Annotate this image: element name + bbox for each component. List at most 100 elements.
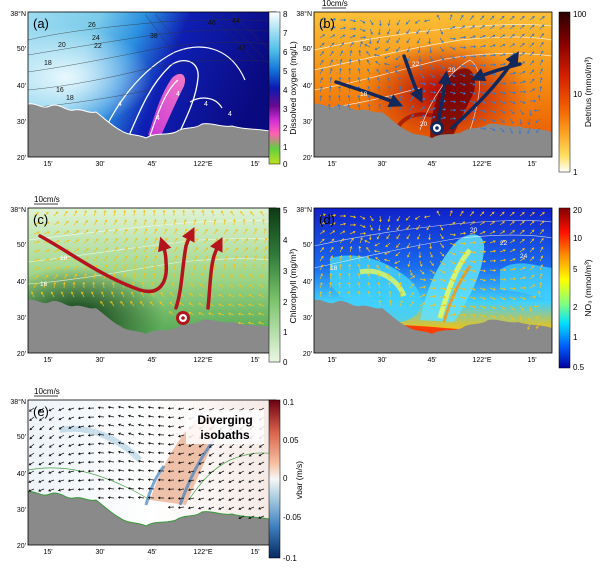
lon-tick: 45' <box>427 161 436 168</box>
isobath-label: 20 <box>58 42 66 49</box>
lon-tick: 45' <box>147 161 156 168</box>
lon-tick: 15' <box>327 161 336 168</box>
isobath-label: 20 <box>470 227 478 234</box>
isobath-label: 46 <box>208 20 216 27</box>
lat-tick: 38°N <box>296 10 312 18</box>
contour-label: 4 <box>228 111 232 118</box>
lat-tick: 50' <box>17 46 26 53</box>
isobath-label: 24 <box>92 35 100 42</box>
scale-label: 10cm/s <box>34 387 60 396</box>
colorbar-tick: 0 <box>283 160 288 169</box>
lat-tick: 40' <box>303 83 312 90</box>
lon-tick: 45' <box>147 549 156 556</box>
colorbar-tick: 5 <box>283 206 288 215</box>
lat-tick: 30' <box>17 119 26 126</box>
lon-tick: 15' <box>250 357 259 364</box>
lon-tick: 122°E <box>193 160 212 168</box>
panel-b-colorbar-label: Detritus (mmol/m³) <box>583 57 593 128</box>
panel-c-colorbar-label: Chlorophyll (mg/m³) <box>288 249 298 324</box>
annotation-line-1: Diverging <box>197 413 252 427</box>
isobath-label: 18 <box>330 265 338 272</box>
lon-tick: 45' <box>427 357 436 364</box>
panel-d-colorbar-label: NO₃ (mmol/m³) <box>583 259 593 316</box>
lon-tick: 15' <box>250 161 259 168</box>
colorbar-tick: 20 <box>573 206 582 215</box>
colorbar-tick: 1 <box>283 143 288 152</box>
lon-tick: 30' <box>377 161 386 168</box>
isobath-label: 18 <box>44 60 52 67</box>
lat-tick: 50' <box>303 242 312 249</box>
isobath-label: 16 <box>56 87 64 94</box>
panel-e-map: Diverging isobaths <box>28 400 276 545</box>
panel-e-scale: 10cm/s <box>34 387 60 396</box>
lat-tick: 50' <box>17 434 26 441</box>
panel-d-label: (d) <box>319 212 335 227</box>
colorbar-tick: 5 <box>573 265 578 274</box>
panel-a-colorbar-label: Dissolved oxygen (mg/L) <box>288 41 298 135</box>
panel-a-colorbar: 8 7 6 5 4 3 2 1 0 Dissolved oxygen (mg/L… <box>269 10 298 169</box>
lon-tick: 122°E <box>472 160 491 168</box>
lat-tick: 20' <box>303 155 312 162</box>
isobath-label: 18 <box>66 95 74 102</box>
panel-e-colorbar-label: vbar (m/s) <box>294 461 304 499</box>
lon-tick: 30' <box>95 357 104 364</box>
panel-b-colorbar: 100 10 1 Detritus (mmol/m³) <box>559 10 593 177</box>
panel-d-colorbar: 20 10 5 2 1 0.5 NO₃ (mmol/m³) <box>559 206 593 372</box>
lon-tick: 122°E <box>472 356 491 364</box>
isobath-label: 38 <box>150 33 158 40</box>
panel-c-chlorophyll: 18 16 10cm/s 38°N 50' 40' 30' 20' 15' 30… <box>10 195 298 367</box>
lon-tick: 30' <box>95 549 104 556</box>
contour-label: 4 <box>118 101 122 108</box>
isobath-label: 22 <box>500 240 508 247</box>
colorbar-tick: 0 <box>283 358 288 367</box>
panel-e-colorbar: 0.1 0.05 0 -0.05 -0.1 vbar (m/s) <box>269 398 304 563</box>
isobath-label: 44 <box>232 18 240 25</box>
colorbar-tick: 1 <box>573 333 578 342</box>
lat-tick: 38°N <box>10 206 26 214</box>
colorbar-tick: 1 <box>573 168 578 177</box>
isobath-label: 18 <box>60 255 68 262</box>
contour-label: 4 <box>156 115 160 122</box>
lat-tick: 50' <box>17 242 26 249</box>
colorbar-tick: 100 <box>573 10 587 19</box>
colorbar-tick: 10 <box>573 234 582 243</box>
panel-b-detritus: 20 20 22 18 10cm/s 38°N 50' 40' 30' 20' … <box>296 0 593 177</box>
lon-tick: 15' <box>527 357 536 364</box>
lat-tick: 40' <box>17 83 26 90</box>
annotation-line-2: isobaths <box>200 428 250 442</box>
colorbar-tick: 4 <box>283 236 288 245</box>
colorbar-tick: 0.5 <box>573 363 585 372</box>
panel-c-map: 18 16 <box>28 208 276 353</box>
lon-tick: 15' <box>43 357 52 364</box>
panel-b-map: 20 20 22 18 <box>314 12 552 157</box>
isobath-label: 16 <box>40 281 48 288</box>
colorbar-tick: 10 <box>573 90 582 99</box>
panel-c-label: (c) <box>33 212 48 227</box>
panel-d-nitrate: 20 22 24 18 38°N 50' 40' 30' 20' 15' 30'… <box>296 206 593 372</box>
lat-tick: 40' <box>17 471 26 478</box>
lat-tick: 20' <box>303 351 312 358</box>
lon-tick: 45' <box>147 357 156 364</box>
target-icon <box>176 311 190 325</box>
contour-label: 4 <box>176 91 180 98</box>
lat-tick: 30' <box>303 119 312 126</box>
colorbar-tick: 1 <box>283 328 288 337</box>
isobath-label: 22 <box>94 43 102 50</box>
lon-tick: 30' <box>377 357 386 364</box>
isobath-label: 42 <box>238 45 246 52</box>
scale-label: 10cm/s <box>34 195 60 204</box>
lat-tick: 38°N <box>296 206 312 214</box>
colorbar-tick: 8 <box>283 10 288 19</box>
lat-tick: 20' <box>17 155 26 162</box>
panel-e-label: (e) <box>33 404 49 419</box>
panel-a-map: 26 24 22 20 18 16 18 38 42 46 44 4 4 4 4… <box>28 12 276 157</box>
panel-e-vbar: Diverging isobaths 10cm/s 38°N 50' 40' 3… <box>10 387 304 563</box>
lat-tick: 38°N <box>10 10 26 18</box>
panel-d-map: 20 22 24 18 <box>314 208 552 353</box>
panel-a-dissolved-oxygen: 26 24 22 20 18 16 18 38 42 46 44 4 4 4 4… <box>10 10 298 169</box>
contour-label: 4 <box>204 101 208 108</box>
panel-b-label: (b) <box>319 16 335 31</box>
lon-tick: 30' <box>95 161 104 168</box>
lat-tick: 20' <box>17 351 26 358</box>
